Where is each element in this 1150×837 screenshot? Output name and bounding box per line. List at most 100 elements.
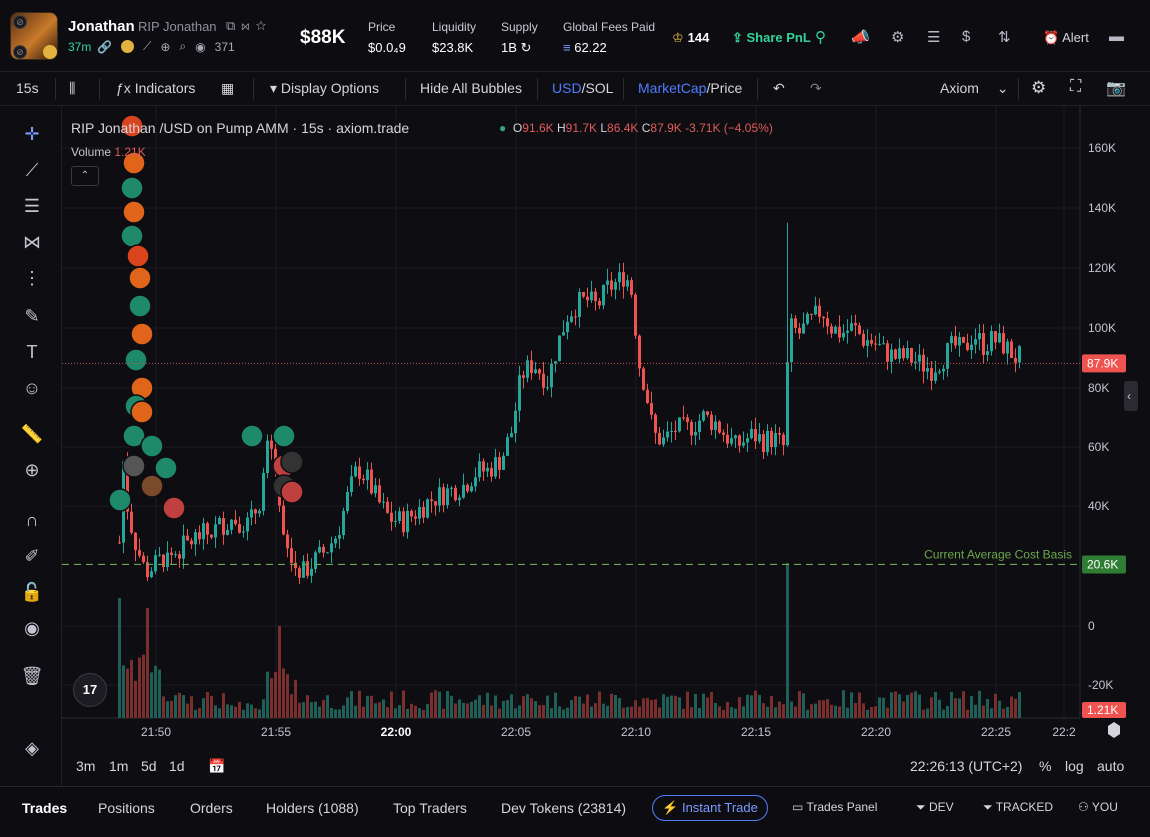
alert-button[interactable]: ⏰ Alert xyxy=(1043,30,1089,45)
candle-body xyxy=(326,552,329,554)
candle-body xyxy=(738,435,741,446)
auto-toggle[interactable]: auto xyxy=(1097,758,1125,774)
volume-bar xyxy=(482,704,485,718)
eye-off-icon[interactable]: ⊘ xyxy=(13,15,27,29)
instant-trade-button[interactable]: ⚡ Instant Trade xyxy=(652,795,768,821)
share-pnl-button[interactable]: ⇪ Share PnL xyxy=(732,30,811,45)
tracked-filter[interactable]: ⏷ TRACKED xyxy=(983,800,1054,814)
tab-trades[interactable]: Trades xyxy=(22,800,68,816)
candle-body xyxy=(998,333,1001,343)
candle-body xyxy=(242,531,245,533)
trade-bubble xyxy=(128,266,152,290)
fullscreen-icon[interactable]: ⛶ xyxy=(1070,78,1082,95)
volume-bar xyxy=(338,709,341,718)
candle-body xyxy=(118,542,121,544)
redo-icon[interactable]: ↷ xyxy=(810,80,822,96)
share-icon[interactable]: ⋈ xyxy=(241,18,256,33)
range-1d[interactable]: 1d xyxy=(169,758,185,774)
undo-icon[interactable]: ↶ xyxy=(773,80,785,96)
candle-body xyxy=(862,333,865,346)
token-avatar[interactable]: ⊘ ⊘ xyxy=(10,12,58,60)
copy-icon[interactable]: ⧉ xyxy=(226,18,242,33)
volume-bar xyxy=(658,707,661,718)
ruler-icon[interactable]: 📏 xyxy=(20,424,44,444)
globe-icon[interactable]: ⊕ xyxy=(160,39,171,54)
pencil-lock-icon[interactable]: ✐ xyxy=(24,546,40,566)
collapse-legend-button[interactable]: ⌃ xyxy=(71,166,99,186)
crosshair-icon[interactable]: ✛ xyxy=(24,124,40,144)
candle-body xyxy=(150,571,153,578)
log-toggle[interactable]: log xyxy=(1065,758,1084,774)
percent-toggle[interactable]: % xyxy=(1039,758,1052,774)
range-3m[interactable]: 3m xyxy=(76,758,96,774)
list-icon[interactable]: ☰ xyxy=(927,29,941,46)
candle-body xyxy=(458,497,461,501)
candle-body xyxy=(418,506,421,519)
tab-holders[interactable]: Holders (1088) xyxy=(266,800,359,816)
coin-icon[interactable] xyxy=(120,40,134,53)
text-icon[interactable]: T xyxy=(26,342,38,362)
candle-body xyxy=(822,316,825,319)
magnet-icon[interactable]: ∩ xyxy=(25,510,39,530)
display-options-button[interactable]: ▾ Display Options xyxy=(270,80,379,96)
candle-body xyxy=(942,368,945,372)
lock-icon[interactable]: 🔓 xyxy=(20,582,44,602)
range-1m[interactable]: 1m xyxy=(109,758,129,774)
gear-icon[interactable]: ⚙ xyxy=(891,29,905,46)
interval-select[interactable]: 15s xyxy=(16,80,39,96)
range-5d[interactable]: 5d xyxy=(141,758,157,774)
search-icon[interactable]: ⌕ xyxy=(179,39,187,53)
layout-select[interactable]: Axiom ⌄ xyxy=(940,80,1009,96)
swap-icon[interactable]: ⇅ xyxy=(998,29,1011,46)
candle-body xyxy=(918,354,921,362)
pitchfork-icon[interactable]: ⋈ xyxy=(23,232,41,252)
indicators-button[interactable]: ƒx Indicators xyxy=(116,80,196,96)
hide-bubbles-button[interactable]: Hide All Bubbles xyxy=(420,80,522,96)
trade-bubble xyxy=(122,200,146,224)
clock[interactable]: 22:26:13 (UTC+2) xyxy=(910,758,1023,774)
pin-icon[interactable]: ⚲ xyxy=(815,29,826,46)
grid-icon[interactable]: ▦ xyxy=(221,80,235,96)
tab-orders[interactable]: Orders xyxy=(190,800,233,816)
link-icon[interactable]: 🔗 xyxy=(97,39,112,54)
price-chart[interactable]: 160K 140K 120K 100K 80K 60K 40K 0 -20K 21:50 21:55… xyxy=(62,106,1150,786)
layout-icon[interactable]: ▬ xyxy=(1109,28,1124,45)
zoom-in-icon[interactable]: ⊕ xyxy=(24,460,40,480)
fib-icon[interactable]: ⋮ xyxy=(23,268,41,288)
metric-toggle[interactable]: MarketCap/Price xyxy=(638,80,743,96)
eye-off-icon[interactable]: ⊘ xyxy=(13,45,27,59)
go-to-date-icon[interactable]: 📅 xyxy=(208,758,226,774)
currency-toggle[interactable]: USD/SOL xyxy=(552,80,614,96)
trades-panel-button[interactable]: ▭ Trades Panel xyxy=(792,800,878,814)
crown-count[interactable]: ♔ 144 xyxy=(672,30,710,45)
eye-icon[interactable]: ◉ xyxy=(24,618,40,638)
tradingview-logo[interactable]: 17 xyxy=(73,673,107,707)
emoji-icon[interactable]: ☺ xyxy=(22,378,42,398)
candle-body xyxy=(914,361,917,363)
tab-positions[interactable]: Positions xyxy=(98,800,155,816)
you-filter[interactable]: ⚇ YOU xyxy=(1078,800,1118,814)
tab-dev-tokens[interactable]: Dev Tokens (23814) xyxy=(501,800,627,816)
camera-icon[interactable]: 📷 xyxy=(1106,80,1126,97)
layers-icon[interactable]: ◈ xyxy=(25,738,39,758)
volume-bar xyxy=(994,693,997,718)
token-name[interactable]: RIP Jonathan xyxy=(138,19,217,34)
dollar-icon[interactable]: $ xyxy=(962,28,971,45)
settings-icon[interactable]: ⚙ xyxy=(1031,78,1047,97)
volume-bar xyxy=(598,691,601,718)
candle-body xyxy=(470,486,473,492)
volume-bar xyxy=(126,668,129,718)
volume-bar xyxy=(122,665,125,718)
trash-icon[interactable]: 🗑 xyxy=(20,666,44,686)
tab-top-traders[interactable]: Top Traders xyxy=(393,800,467,816)
star-icon[interactable]: ☆ xyxy=(255,18,273,33)
dev-filter[interactable]: ⏷ DEV xyxy=(916,800,954,814)
trendline-icon[interactable]: ⟋ xyxy=(25,160,39,180)
feather-icon[interactable]: ⟋ xyxy=(142,39,152,53)
chart-canvas[interactable]: 160K 140K 120K 100K 80K 60K 40K 0 -20K 21:50 21:55… xyxy=(62,106,1150,748)
brush-icon[interactable]: ✎ xyxy=(24,306,40,326)
candle-type-icon[interactable]: ⫼ xyxy=(69,80,76,96)
candle-body xyxy=(598,300,601,306)
megaphone-icon[interactable]: 📣 xyxy=(851,29,870,46)
horizontal-lines-icon[interactable]: ☰ xyxy=(23,196,41,216)
